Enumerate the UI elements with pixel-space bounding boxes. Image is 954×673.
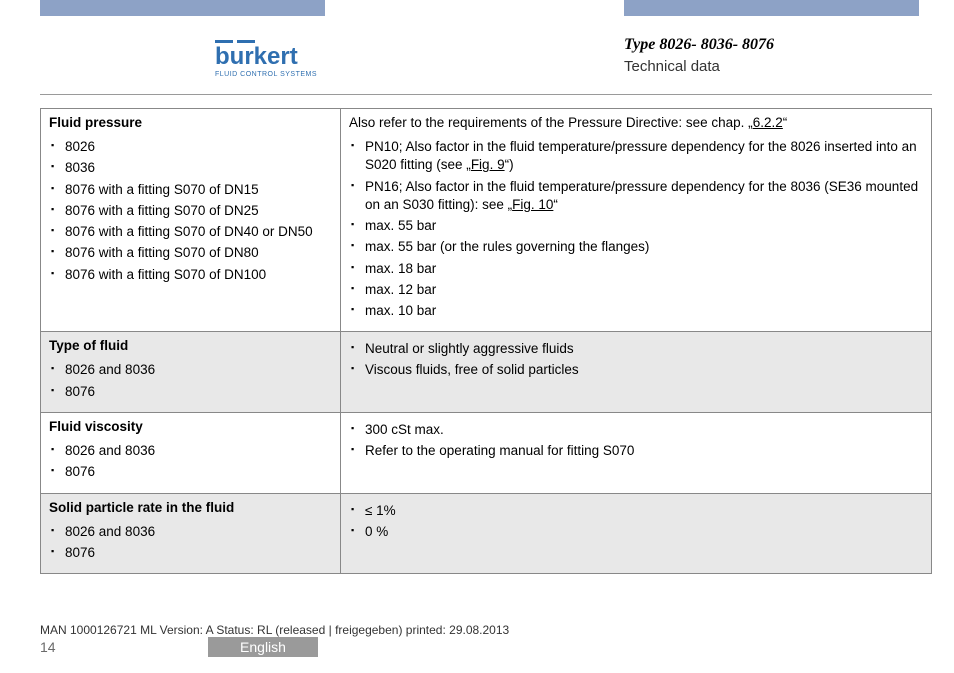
xref-link[interactable]: 6.2.2 bbox=[753, 115, 783, 130]
bullet-list: 8026 and 8036 8076 bbox=[49, 442, 332, 481]
header-bar-right bbox=[624, 0, 919, 16]
spec-cell-left: Solid particle rate in the fluid 8026 and… bbox=[41, 493, 341, 574]
row-lead: Also refer to the requirements of the Pr… bbox=[349, 114, 923, 132]
spec-table: Fluid pressure 8026 8036 8076 with a fittin… bbox=[40, 108, 932, 574]
section-title: Technical data bbox=[624, 58, 774, 75]
spec-cell-left: Type of fluid 8026 and 8036 8076 bbox=[41, 332, 341, 413]
bullet-list: PN10; Also factor in the fluid temperatu… bbox=[349, 138, 923, 320]
bullet-list: 8026 and 8036 8076 bbox=[49, 361, 332, 400]
spec-cell-right: Also refer to the requirements of the Pr… bbox=[341, 109, 932, 332]
footer: MAN 1000126721 ML Version: A Status: RL … bbox=[40, 623, 932, 659]
table-row: Type of fluid 8026 and 8036 8076 Neutral or… bbox=[41, 332, 932, 413]
bullet-list: 8026 and 8036 8076 bbox=[49, 523, 332, 562]
row-heading: Fluid viscosity bbox=[49, 418, 332, 436]
header: burkert FLUID CONTROL SYSTEMS Type 8026-… bbox=[40, 18, 914, 90]
xref-link[interactable]: Fig. 10 bbox=[512, 197, 553, 212]
spec-cell-right: ≤ 1% 0 % bbox=[341, 493, 932, 574]
list-item: 8026 and 8036 bbox=[49, 523, 332, 541]
list-item: 300 cSt max. bbox=[349, 421, 923, 439]
list-item: max. 55 bar (or the rules governing the … bbox=[349, 238, 923, 256]
spec-cell-left: Fluid viscosity 8026 and 8036 8076 bbox=[41, 412, 341, 493]
list-item: max. 55 bar bbox=[349, 217, 923, 235]
bullet-list: Neutral or slightly aggressive fluids Vis… bbox=[349, 340, 923, 379]
list-item: PN16; Also factor in the fluid temperatu… bbox=[349, 178, 923, 214]
top-bars bbox=[0, 0, 954, 16]
header-bar-left bbox=[40, 0, 325, 16]
list-item: 0 % bbox=[349, 523, 923, 541]
bullet-list: 300 cSt max. Refer to the operating manua… bbox=[349, 421, 923, 460]
type-title: Type 8026- 8036- 8076 bbox=[624, 36, 774, 54]
row-heading: Fluid pressure bbox=[49, 114, 332, 132]
footer-meta: MAN 1000126721 ML Version: A Status: RL … bbox=[40, 623, 509, 637]
list-item: 8026 and 8036 bbox=[49, 442, 332, 460]
language-pill: English bbox=[208, 637, 318, 657]
data-table-wrap: Fluid pressure 8026 8036 8076 with a fittin… bbox=[40, 108, 932, 574]
list-item: ≤ 1% bbox=[349, 502, 923, 520]
spec-cell-left: Fluid pressure 8026 8036 8076 with a fittin… bbox=[41, 109, 341, 332]
list-item: 8076 bbox=[49, 463, 332, 481]
list-item: 8076 with a fitting S070 of DN80 bbox=[49, 244, 332, 262]
list-item: 8076 with a fitting S070 of DN15 bbox=[49, 181, 332, 199]
list-item: max. 10 bar bbox=[349, 302, 923, 320]
spec-cell-right: Neutral or slightly aggressive fluids Vis… bbox=[341, 332, 932, 413]
brand-logo: burkert FLUID CONTROL SYSTEMS bbox=[215, 32, 345, 80]
list-item: max. 18 bar bbox=[349, 260, 923, 278]
list-item: 8076 bbox=[49, 544, 332, 562]
list-item: max. 12 bar bbox=[349, 281, 923, 299]
list-item: Neutral or slightly aggressive fluids bbox=[349, 340, 923, 358]
header-rule bbox=[40, 94, 932, 95]
list-item: 8076 bbox=[49, 383, 332, 401]
list-item: Refer to the operating manual for fittin… bbox=[349, 442, 923, 460]
footer-pagebar: 14 English bbox=[40, 639, 932, 657]
brand-name-text: burkert bbox=[215, 43, 298, 70]
list-item: 8036 bbox=[49, 159, 332, 177]
bullet-list: ≤ 1% 0 % bbox=[349, 502, 923, 541]
header-right: Type 8026- 8036- 8076 Technical data bbox=[624, 36, 774, 75]
xref-link[interactable]: Fig. 9 bbox=[471, 157, 505, 172]
list-item: 8076 with a fitting S070 of DN25 bbox=[49, 202, 332, 220]
brand-tag-text: FLUID CONTROL SYSTEMS bbox=[215, 71, 317, 78]
row-heading: Type of fluid bbox=[49, 337, 332, 355]
page-number: 14 bbox=[40, 639, 56, 655]
xref-link[interactable]: 6.2.2 bbox=[753, 115, 783, 130]
list-item: PN10; Also factor in the fluid temperatu… bbox=[349, 138, 923, 174]
list-item: 8026 and 8036 bbox=[49, 361, 332, 379]
list-item: 8076 with a fitting S070 of DN40 or DN50 bbox=[49, 223, 332, 241]
table-row: Solid particle rate in the fluid 8026 and… bbox=[41, 493, 932, 574]
table-row: Fluid pressure 8026 8036 8076 with a fittin… bbox=[41, 109, 932, 332]
row-heading: Solid particle rate in the fluid bbox=[49, 499, 332, 517]
list-item: 8026 bbox=[49, 138, 332, 156]
page: burkert FLUID CONTROL SYSTEMS Type 8026-… bbox=[0, 0, 954, 673]
spec-cell-right: 300 cSt max. Refer to the operating manua… bbox=[341, 412, 932, 493]
table-row: Fluid viscosity 8026 and 8036 8076 300 cSt … bbox=[41, 412, 932, 493]
list-item: 8076 with a fitting S070 of DN100 bbox=[49, 266, 332, 284]
list-item: Viscous fluids, free of solid particles bbox=[349, 361, 923, 379]
bullet-list: 8026 8036 8076 with a fitting S070 of DN15… bbox=[49, 138, 332, 284]
